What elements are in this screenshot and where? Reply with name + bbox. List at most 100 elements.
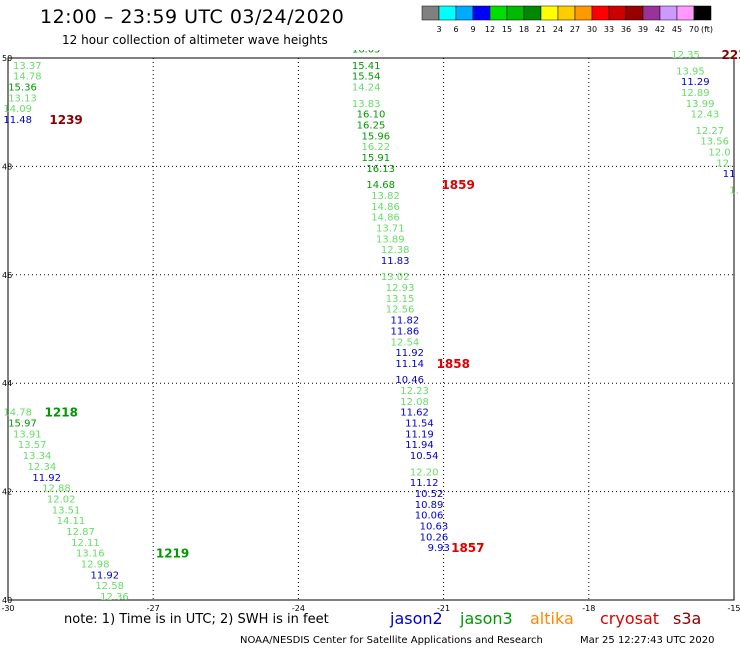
colorbar-tick-label: 21 (536, 25, 546, 34)
pass-time-label: 1219 (156, 547, 189, 561)
wave-height-value: 15.41 (352, 61, 381, 72)
wave-height-value: 12.58 (95, 581, 124, 592)
colorbar-tick-label: 36 (621, 25, 631, 34)
wave-height-value: 12.36 (100, 592, 129, 603)
wave-height-value: 15.96 (362, 131, 391, 142)
plot-frame (7, 57, 735, 601)
wave-height-value: 14.24 (352, 83, 381, 94)
wave-height-value: 11.83 (381, 256, 410, 267)
colorbar-tick-label: 9 (470, 25, 475, 34)
wave-height-value: 11.92 (395, 348, 424, 359)
colorbar-tick-label: 45 (672, 25, 682, 34)
page-subtitle: 12 hour collection of altimeter wave hei… (62, 33, 328, 47)
wave-height-value: 14.68 (366, 180, 395, 191)
legend-s3a: s3a (673, 609, 702, 628)
data-points: 13.3714.7815.3613.1314.0911.4816.0515.41… (3, 45, 740, 603)
wave-height-value: 11 (723, 169, 736, 180)
wave-height-value: 11.12 (410, 478, 439, 489)
wave-height-value: 14.09 (3, 104, 32, 115)
x-tick-label: -24 (292, 604, 305, 613)
wave-height-value: 11.29 (681, 77, 710, 88)
wave-height-value: 13.02 (381, 272, 410, 283)
wave-height-value: 13.89 (376, 234, 405, 245)
wave-height-value: 11.54 (405, 419, 434, 430)
wave-height-value: 13.82 (371, 191, 400, 202)
colorbar-tick-label: 3 (436, 25, 441, 34)
colorbar-swatch (693, 5, 712, 21)
wave-height-value: 16.22 (362, 142, 391, 153)
x-tick-label: -27 (147, 604, 160, 613)
wave-height-value: 14.11 (57, 516, 86, 527)
wave-height-value: 12.98 (81, 559, 110, 570)
wave-height-value: 14.78 (13, 72, 42, 83)
colorbar-tick-label: 24 (553, 25, 563, 34)
wave-height-value: 16.13 (366, 164, 395, 175)
pass-time-label: 1857 (451, 541, 484, 555)
wave-height-value: 13.56 (700, 137, 729, 148)
legend-altika: altika (530, 609, 574, 628)
wave-height-value: 16.05 (352, 45, 381, 56)
colorbar-tick-label: 33 (604, 25, 614, 34)
wave-height-value: 13.34 (23, 451, 52, 462)
y-tick-label: 48 (2, 162, 12, 171)
wave-height-value: 13.15 (386, 294, 415, 305)
wave-height-value: 12.87 (66, 527, 95, 538)
pass-time-label: 1218 (45, 406, 78, 420)
wave-height-value: 15.97 (8, 419, 37, 430)
colorbar-tick-label: 12 (485, 25, 495, 34)
colorbar-tick-label: 6 (453, 25, 458, 34)
colorbar-tick-label: 18 (519, 25, 529, 34)
wave-height-value: 10.06 (415, 511, 444, 522)
x-tick-label: -21 (437, 604, 450, 613)
wave-height-value: 12.54 (391, 337, 420, 348)
y-tick-label: 50 (2, 54, 12, 63)
legend-cryosat: cryosat (600, 609, 660, 628)
wave-height-value: 11.14 (395, 359, 424, 370)
generated-timestamp: Mar 25 12:27:43 UTC 2020 (580, 635, 715, 646)
wave-height-value: 15.36 (8, 83, 37, 94)
wave-height-value: 16.25 (357, 120, 386, 131)
wave-height-value: 11.94 (405, 440, 434, 451)
wave-height-value: 13.95 (676, 66, 705, 77)
pass-time-label: 1859 (441, 178, 474, 192)
y-tick-label: 46 (2, 271, 12, 280)
colorbar-tick-label: 15 (502, 25, 512, 34)
wave-height-value: 11.19 (405, 429, 434, 440)
colorbar-tick-label: 42 (655, 25, 665, 34)
legend-jason2: jason2 (390, 609, 443, 628)
colorbar-unit: (ft) (701, 25, 713, 34)
y-tick-label: 40 (2, 596, 12, 605)
wave-height-value: 11.62 (400, 408, 429, 419)
color-scale-bar: 3 6 9 12 15 18 21 24 27 30 33 36 39 42 45 70 (ft) (421, 5, 713, 34)
colorbar-tick-label: 70 (689, 25, 699, 34)
y-tick-label: 42 (2, 488, 12, 497)
wave-height-value: 12.56 (386, 305, 415, 316)
wave-height-value: 12.0 (708, 148, 730, 159)
wave-height-value: 12.43 (691, 110, 720, 121)
y-tick-label: 44 (2, 379, 12, 388)
wave-height-value: 13.16 (76, 549, 105, 560)
wave-height-value: 12.34 (28, 462, 57, 473)
wave-height-value: 9.93 (428, 543, 450, 554)
wave-height-value: 13.13 (8, 93, 37, 104)
wave-height-value: 13.71 (376, 223, 405, 234)
pass-time-label: 1858 (437, 357, 470, 371)
colorbar-tick-label: 30 (587, 25, 597, 34)
wave-height-value: 10.26 (420, 532, 449, 543)
wave-height-value: 13.51 (52, 505, 81, 516)
wave-height-value: 12.89 (681, 88, 710, 99)
wave-height-value: 16.10 (357, 110, 386, 121)
wave-height-value: 12.23 (400, 386, 429, 397)
x-tick-label: -18 (582, 604, 595, 613)
wave-height-value: 14.86 (371, 213, 400, 224)
wave-height-value: 15.91 (362, 153, 391, 164)
wave-height-value: 13.91 (13, 429, 42, 440)
wave-height-value: 12.08 (400, 397, 429, 408)
wave-height-value: 13.99 (686, 99, 715, 110)
wave-height-value: 13.83 (352, 99, 381, 110)
wave-height-value: 11.86 (391, 326, 420, 337)
wave-height-value: 13.57 (18, 440, 47, 451)
wave-height-value: 12.27 (695, 126, 724, 137)
wave-height-value: 10.54 (410, 451, 439, 462)
x-tick-label: -30 (1, 604, 14, 613)
